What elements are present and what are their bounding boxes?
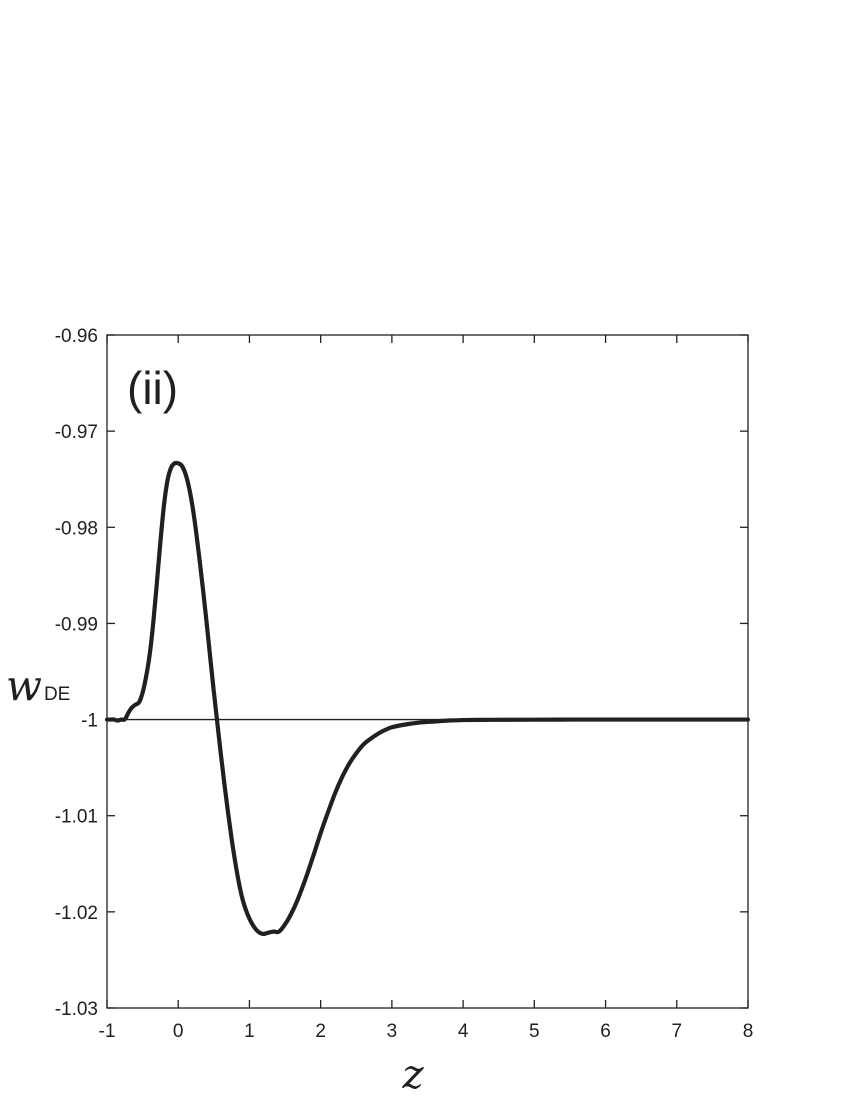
x-tick-label: 0	[173, 1021, 184, 1042]
x-tick-label: 4	[458, 1021, 469, 1042]
y-tick-label: -1.02	[55, 903, 98, 924]
y-tick-label: -0.99	[55, 614, 98, 635]
y-axis-label-subscript: DE	[44, 684, 70, 705]
y-axis-label-main: w	[6, 661, 42, 710]
x-tick-label: 3	[387, 1021, 398, 1042]
x-tick-label: 6	[600, 1021, 611, 1042]
y-axis-label: w DE	[6, 661, 70, 710]
y-tick-label: -0.98	[55, 518, 98, 539]
y-tick-label: -0.96	[55, 326, 98, 347]
plot-frame	[106, 334, 749, 1009]
x-tick-label: 7	[671, 1021, 682, 1042]
labels-layer: -1 0 1 2 3 4 5 6 7 8 -1.03 -1.02 -1.01 -1 -0.99 -0.98 -0…	[55, 326, 754, 1042]
x-axis-label: z	[401, 1052, 424, 1098]
x-tick-label: 8	[743, 1021, 754, 1042]
y-tick-label: -1	[81, 711, 98, 732]
y-tick-label: -1.01	[55, 807, 98, 828]
x-tick-label: 5	[529, 1021, 540, 1042]
x-tick-label: -1	[99, 1021, 116, 1042]
panel-label: (ii)	[127, 362, 178, 414]
x-tick-label: 2	[315, 1021, 326, 1042]
x-tick-label: 1	[244, 1021, 255, 1042]
ticks-layer	[106, 334, 749, 1009]
y-tick-label: -1.03	[55, 999, 98, 1020]
y-tick-label: -0.97	[55, 422, 98, 443]
series-line	[104, 460, 751, 937]
